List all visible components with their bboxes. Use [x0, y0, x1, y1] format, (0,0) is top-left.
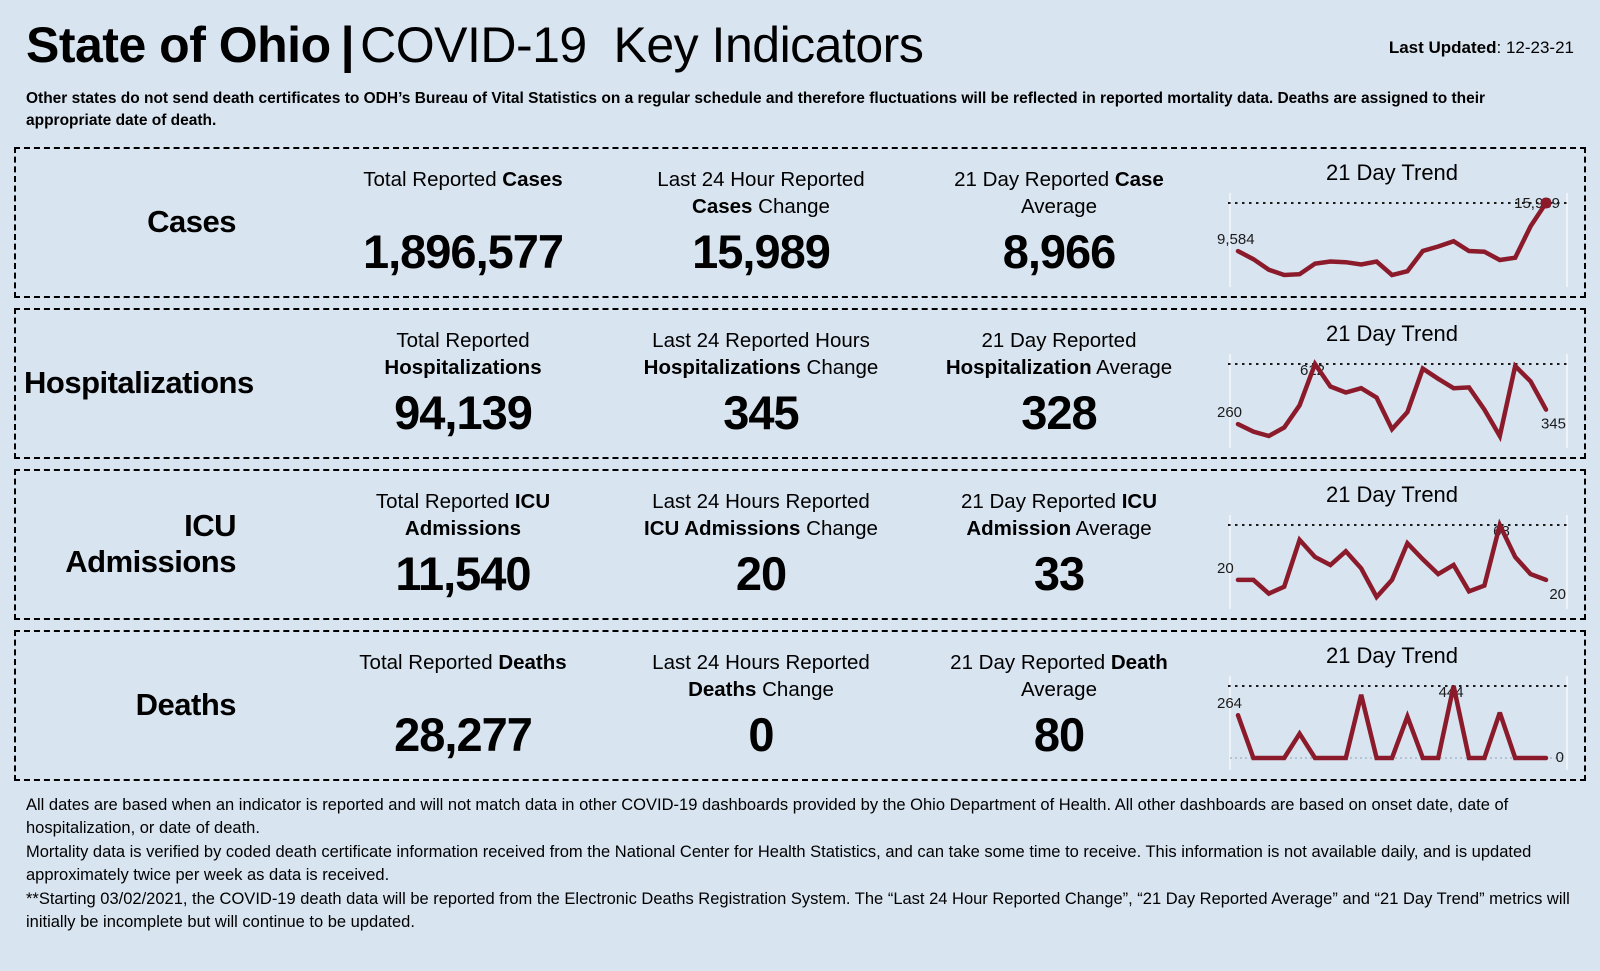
- stat-header: 21 Day Reported Case Average: [954, 167, 1164, 219]
- stat-value: 28,277: [394, 707, 533, 761]
- stat-header: Last 24 Reported Hours Hospitalizations C…: [643, 328, 879, 380]
- indicator-row-hospitalizations: Hospitalizations Total Reported Hospitali…: [14, 307, 1586, 459]
- deaths-21day-average-stat: 21 Day Reported Death Average 80: [910, 632, 1208, 762]
- last-updated-label: Last Updated: [1388, 38, 1497, 57]
- trend-chart-cases: 21 Day Trend 9,584 15,989: [1208, 149, 1576, 291]
- stat-value: 15,989: [692, 224, 831, 278]
- stat-value: 328: [1021, 385, 1097, 439]
- trend-chart-deaths: 21 Day Trend 264 444 0: [1208, 632, 1576, 774]
- footnote-edrs: **Starting 03/02/2021, the COVID-19 deat…: [26, 889, 1570, 932]
- row-label-icu-admissions: ICU Admissions: [65, 508, 236, 580]
- stat-value: 11,540: [395, 546, 531, 600]
- row-label-cases: Cases: [147, 204, 236, 240]
- chart-title: 21 Day Trend: [1325, 642, 1459, 668]
- stat-value: 33: [1033, 546, 1085, 600]
- stat-header: 21 Day Reported ICU Admission Average: [961, 489, 1157, 541]
- page-title: State of Ohio | COVID-19 Key Indicators: [26, 16, 924, 74]
- svg-text:345: 345: [1541, 415, 1566, 432]
- row-label-deaths: Deaths: [135, 687, 237, 723]
- deaths-total-stat: Total Reported Deaths 28,277: [314, 632, 612, 762]
- cases-24h-change-stat: Last 24 Hour Reported Cases Change 15,989: [612, 149, 910, 279]
- footnote-mortality-verification: Mortality data is verified by coded deat…: [26, 842, 1532, 885]
- sparkline-cases: 9,584 15,989: [1217, 192, 1568, 287]
- stat-value: 8,966: [1002, 224, 1117, 278]
- hospitalizations-21day-average-stat: 21 Day Reported Hospitalization Average 3…: [910, 310, 1208, 440]
- title-separator: |: [340, 17, 355, 73]
- stat-header: Total Reported ICU Admissions: [375, 489, 551, 541]
- stat-header: Last 24 Hours Reported Deaths Change: [652, 650, 870, 702]
- stat-header: Last 24 Hour Reported Cases Change: [657, 167, 865, 219]
- svg-text:260: 260: [1217, 404, 1242, 421]
- stat-header: 21 Day Reported Death Average: [950, 650, 1168, 702]
- footnotes: All dates are based when an indicator is…: [0, 781, 1600, 945]
- stat-header: Total Reported Cases: [363, 167, 563, 191]
- stat-value: 1,896,577: [362, 224, 564, 278]
- svg-text:9,584: 9,584: [1217, 231, 1255, 248]
- svg-text:20: 20: [1217, 560, 1234, 577]
- svg-text:20: 20: [1549, 586, 1566, 603]
- icu-total-stat: Total Reported ICU Admissions 11,540: [314, 471, 612, 601]
- stat-value: 94,139: [394, 385, 533, 439]
- indicator-row-cases: Cases Total Reported Cases 1,896,577 Las…: [14, 146, 1586, 298]
- deaths-24h-change-stat: Last 24 Hours Reported Deaths Change 0: [612, 632, 910, 762]
- page-header: State of Ohio | COVID-19 Key Indicators La…: [0, 0, 1600, 76]
- indicator-row-deaths: Deaths Total Reported Deaths 28,277 Last…: [14, 629, 1586, 781]
- svg-text:0: 0: [1556, 749, 1564, 766]
- cases-total-stat: Total Reported Cases 1,896,577: [314, 149, 612, 279]
- indicator-rows: Cases Total Reported Cases 1,896,577 Las…: [0, 143, 1600, 781]
- cases-21day-average-stat: 21 Day Reported Case Average 8,966: [910, 149, 1208, 279]
- title-state: State of Ohio: [26, 17, 331, 73]
- row-label-hospitalizations: Hospitalizations: [24, 365, 254, 401]
- last-updated: Last Updated: 12-23-21: [1389, 38, 1574, 58]
- indicator-row-icu-admissions: ICU Admissions Total Reported ICU Admissi…: [14, 468, 1586, 620]
- stat-header: 21 Day Reported Hospitalization Average: [945, 328, 1173, 380]
- stat-value: 0: [748, 707, 774, 761]
- footnote-reporting-dates: All dates are based when an indicator is…: [26, 795, 1509, 838]
- stat-value: 345: [723, 385, 799, 439]
- stat-header: Total Reported Hospitalizations: [384, 328, 542, 380]
- svg-text:15,989: 15,989: [1514, 195, 1560, 212]
- stat-value: 20: [735, 546, 787, 600]
- stat-value: 80: [1033, 707, 1085, 761]
- trend-chart-hospitalizations: 21 Day Trend 260 612 345: [1208, 310, 1576, 452]
- stat-header: Total Reported Deaths: [359, 650, 567, 674]
- hospitalizations-total-stat: Total Reported Hospitalizations 94,139: [314, 310, 612, 440]
- last-updated-value: : 12-23-21: [1496, 38, 1575, 57]
- title-subject: COVID-19 Key Indicators: [360, 17, 924, 73]
- hospitalizations-24h-change-stat: Last 24 Reported Hours Hospitalizations C…: [612, 310, 910, 440]
- chart-title: 21 Day Trend: [1325, 320, 1459, 346]
- icu-24h-change-stat: Last 24 Hours Reported ICU Admissions Cha…: [612, 471, 910, 601]
- chart-title: 21 Day Trend: [1325, 159, 1459, 185]
- icu-21day-average-stat: 21 Day Reported ICU Admission Average 33: [910, 471, 1208, 601]
- chart-title: 21 Day Trend: [1325, 481, 1459, 507]
- trend-chart-icu-admissions: 21 Day Trend 20 68 20: [1208, 471, 1576, 613]
- mortality-data-notice: Other states do not send death certifica…: [26, 90, 1486, 130]
- stat-header: Last 24 Hours Reported ICU Admissions Cha…: [644, 489, 878, 541]
- svg-text:264: 264: [1217, 695, 1242, 712]
